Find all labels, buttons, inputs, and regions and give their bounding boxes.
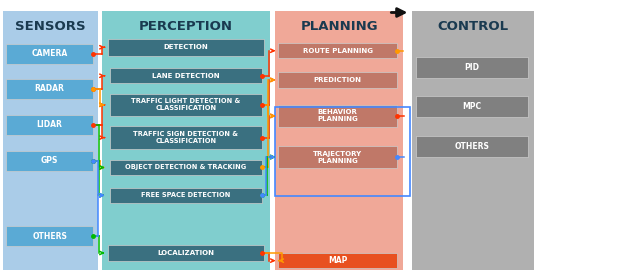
- Bar: [6, 79, 93, 99]
- Text: LOCALIZATION: LOCALIZATION: [157, 250, 214, 256]
- Text: ROUTE PLANNING: ROUTE PLANNING: [303, 48, 372, 54]
- Text: LANE DETECTION: LANE DETECTION: [152, 73, 220, 79]
- Text: CONTROL: CONTROL: [437, 20, 509, 33]
- Bar: [275, 107, 410, 196]
- Bar: [110, 160, 262, 175]
- Bar: [102, 11, 270, 270]
- Bar: [6, 115, 93, 135]
- Text: PERCEPTION: PERCEPTION: [140, 20, 233, 33]
- Text: BEHAVIOR
PLANNING: BEHAVIOR PLANNING: [317, 110, 358, 122]
- Text: TRAJECTORY
PLANNING: TRAJECTORY PLANNING: [313, 151, 362, 163]
- Bar: [108, 245, 264, 261]
- Bar: [6, 44, 93, 64]
- Text: TRAFFIC LIGHT DETECTION &
CLASSIFICATION: TRAFFIC LIGHT DETECTION & CLASSIFICATION: [131, 98, 241, 111]
- Text: PID: PID: [465, 63, 479, 72]
- Bar: [275, 11, 403, 270]
- Bar: [278, 146, 397, 168]
- Text: MAP: MAP: [328, 256, 348, 265]
- Text: PREDICTION: PREDICTION: [314, 77, 362, 83]
- Bar: [278, 105, 397, 127]
- Text: OBJECT DETECTION & TRACKING: OBJECT DETECTION & TRACKING: [125, 165, 246, 170]
- Text: GPS: GPS: [41, 157, 58, 165]
- Bar: [108, 39, 264, 56]
- Text: PLANNING: PLANNING: [300, 20, 378, 33]
- Text: LIDAR: LIDAR: [36, 120, 63, 129]
- Bar: [110, 188, 262, 203]
- Bar: [278, 253, 397, 268]
- Text: DETECTION: DETECTION: [164, 44, 208, 50]
- Text: FREE SPACE DETECTION: FREE SPACE DETECTION: [141, 192, 230, 198]
- Text: MPC: MPC: [463, 102, 481, 111]
- Bar: [6, 151, 93, 171]
- Text: CAMERA: CAMERA: [31, 49, 68, 58]
- Bar: [416, 136, 528, 157]
- Bar: [3, 11, 98, 270]
- Bar: [416, 57, 528, 78]
- Bar: [412, 11, 534, 270]
- Text: TRAFFIC SIGN DETECTION &
CLASSIFICATION: TRAFFIC SIGN DETECTION & CLASSIFICATION: [133, 131, 239, 144]
- Bar: [278, 43, 397, 58]
- Text: OTHERS: OTHERS: [32, 232, 67, 240]
- Text: RADAR: RADAR: [35, 84, 65, 93]
- Text: SENSORS: SENSORS: [15, 20, 86, 33]
- Bar: [6, 226, 93, 246]
- Text: OTHERS: OTHERS: [454, 142, 490, 151]
- Bar: [110, 68, 262, 83]
- Bar: [278, 72, 397, 88]
- Bar: [416, 96, 528, 117]
- Bar: [110, 94, 262, 116]
- Bar: [110, 126, 262, 149]
